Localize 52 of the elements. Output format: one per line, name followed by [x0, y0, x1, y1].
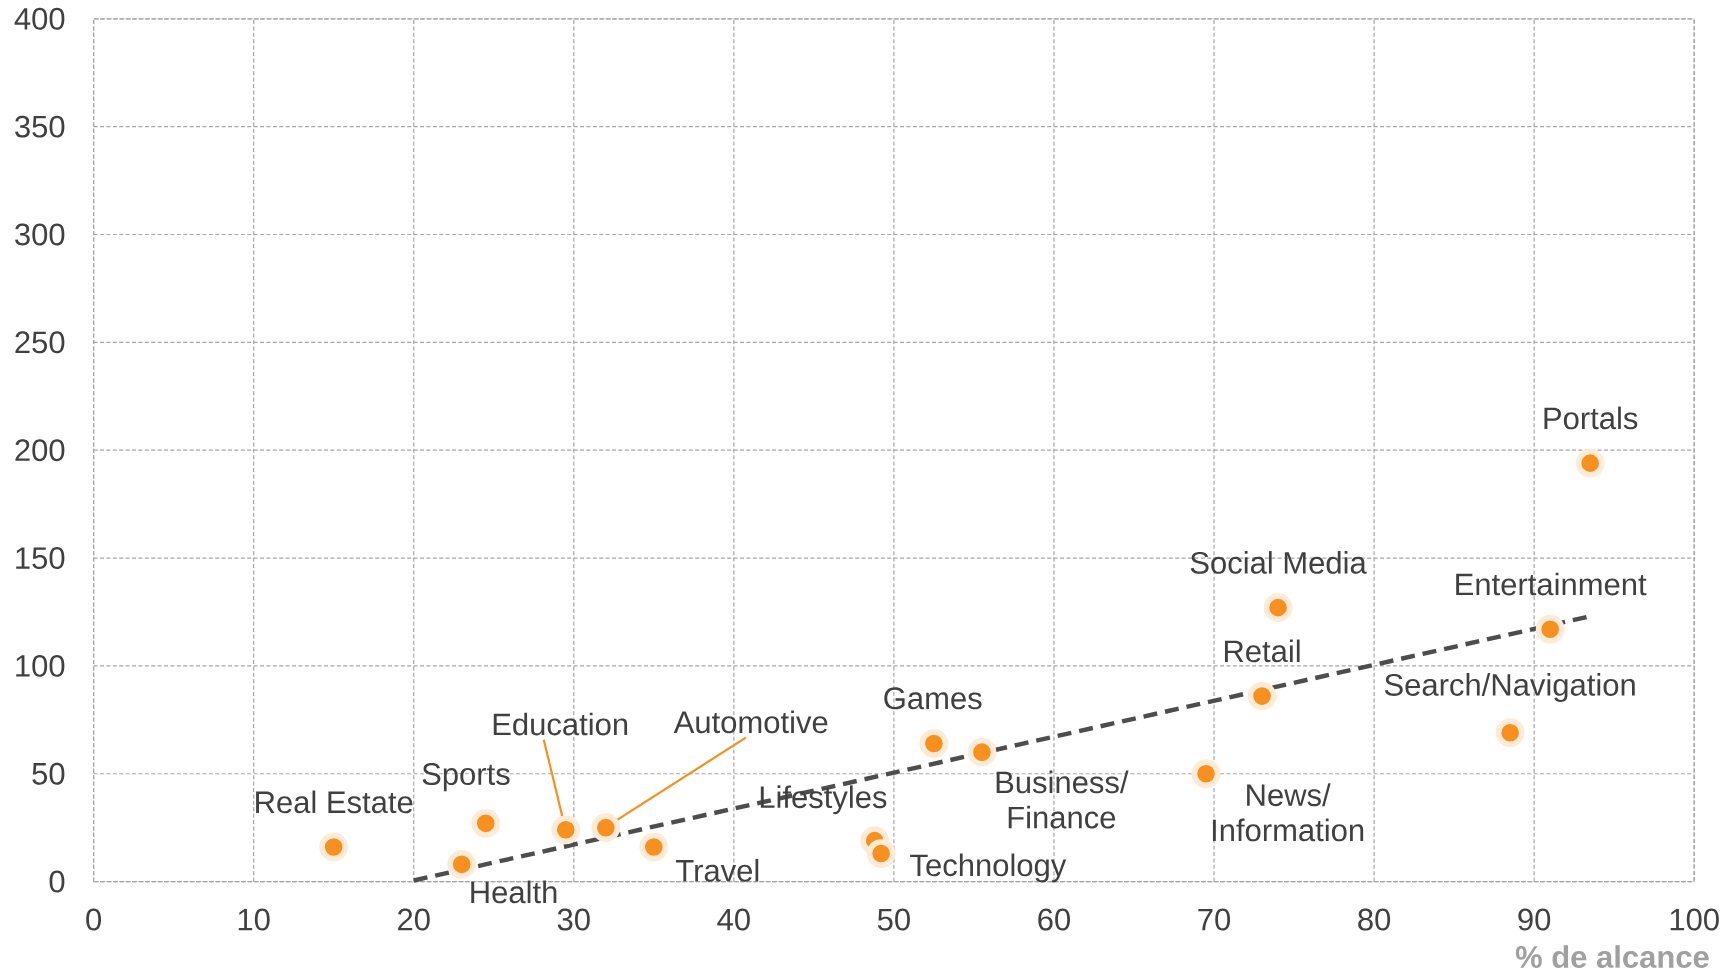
x-tick-label: 60	[1038, 908, 1070, 931]
annotation: Travel	[676, 858, 759, 882]
x-tick-label: 10	[238, 908, 270, 931]
annotation: Entertainment	[1456, 572, 1647, 596]
x-tick-label: 20	[398, 908, 430, 931]
annotation: Education	[493, 712, 628, 736]
y-tick-label: 100	[16, 654, 65, 677]
annotation: Technology	[910, 853, 1067, 883]
point	[1263, 593, 1293, 623]
x-tick-label: 50	[877, 908, 910, 931]
annotation: Automotive	[673, 710, 828, 734]
y-tick-label: 150	[16, 547, 65, 570]
point	[471, 808, 501, 838]
point	[1495, 718, 1525, 748]
y-tick-label: 250	[15, 331, 65, 354]
x-tick-label: 30	[557, 908, 590, 931]
point	[319, 832, 349, 862]
point	[591, 813, 621, 843]
annotation: Health	[471, 880, 557, 904]
y-tick-label: 50	[32, 762, 65, 785]
annotation: Lifestyles	[760, 785, 887, 815]
annotation: Search/Navigation	[1384, 673, 1635, 702]
point	[1247, 681, 1277, 711]
point	[1575, 448, 1605, 478]
y-tick-label: 400	[14, 7, 65, 30]
y-tick-label: 200	[15, 439, 65, 462]
annotation: Real Estate	[256, 790, 413, 814]
annotation: Retail	[1224, 639, 1300, 663]
y-tick-label: 0	[49, 870, 65, 893]
x-tick-label: 90	[1518, 908, 1551, 931]
annotation: Portals	[1544, 406, 1638, 430]
x-tick-label: 100	[1670, 908, 1719, 931]
x-tick-label: 40	[717, 908, 750, 931]
point	[447, 849, 477, 879]
annotation: Sports	[422, 763, 510, 792]
point	[551, 815, 581, 845]
y-tick-label: 300	[15, 223, 65, 246]
point	[866, 839, 896, 868]
x-tick-label: 0	[86, 908, 102, 931]
point	[967, 737, 997, 767]
annotation: Games	[884, 687, 982, 710]
x-tick-label: 80	[1358, 908, 1391, 931]
y-tick-label: 350	[15, 115, 65, 138]
point	[639, 832, 669, 862]
x-tick-label: 70	[1198, 908, 1231, 931]
x-axis-title: % de alcance	[1515, 945, 1709, 968]
annotation: Business/ Finance	[996, 770, 1129, 829]
point	[1535, 614, 1565, 644]
annotation: Social Media	[1190, 551, 1367, 574]
point	[919, 729, 949, 758]
annotation: News/ Information	[1212, 783, 1364, 842]
point	[1191, 759, 1221, 789]
